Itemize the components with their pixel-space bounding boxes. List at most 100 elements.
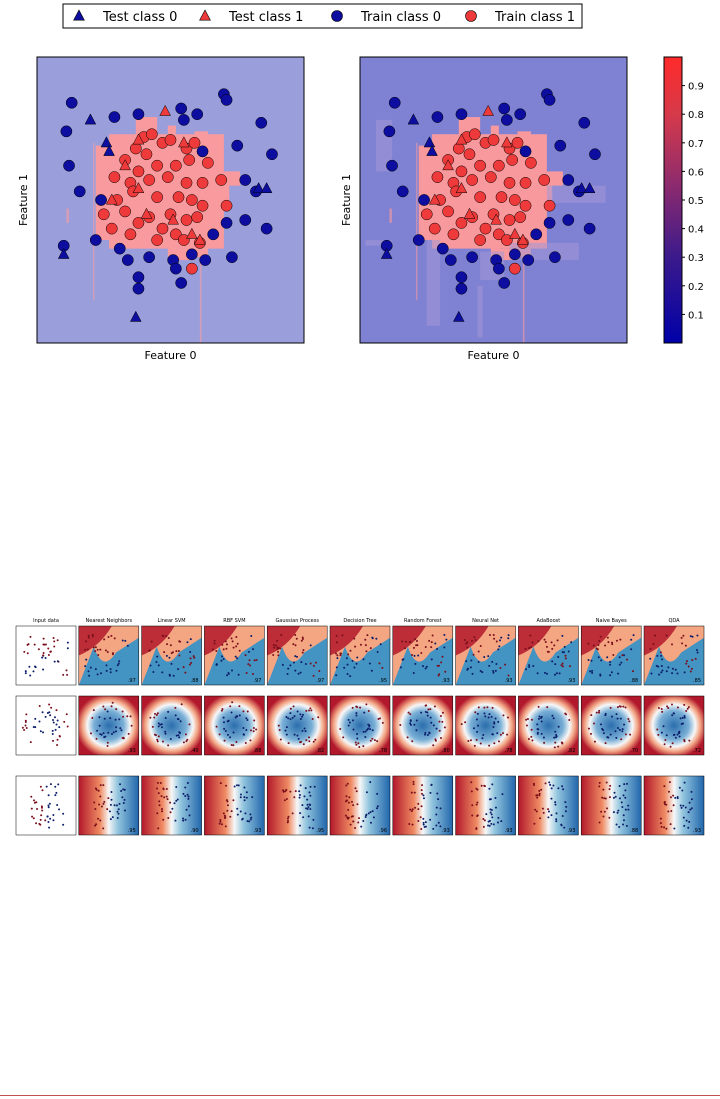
data-point	[157, 792, 160, 795]
data-point	[312, 664, 315, 667]
data-point	[379, 717, 382, 720]
panel-frame	[266, 775, 328, 836]
classifier-panel: .88	[204, 695, 265, 756]
data-point	[420, 805, 423, 808]
panel-points	[460, 706, 509, 747]
data-point	[422, 817, 425, 820]
data-point	[102, 827, 105, 830]
data-point	[554, 730, 557, 733]
panel-frame	[392, 695, 454, 756]
data-point	[424, 733, 427, 736]
data-point	[474, 638, 477, 641]
train-class-0-point	[466, 251, 478, 264]
data-point	[149, 664, 152, 667]
data-point	[489, 811, 492, 814]
data-point	[238, 649, 241, 652]
data-point	[364, 736, 367, 739]
data-point	[661, 669, 664, 672]
data-point	[429, 708, 432, 711]
data-point	[590, 714, 593, 717]
panel-background	[204, 776, 265, 835]
data-point	[162, 788, 165, 791]
data-point	[656, 654, 659, 657]
data-point	[663, 801, 666, 804]
panel-background	[518, 696, 579, 755]
data-point	[618, 663, 621, 666]
data-point	[121, 639, 124, 642]
data-point	[399, 666, 402, 669]
data-point	[167, 636, 170, 639]
data-point	[422, 821, 425, 824]
data-point	[223, 816, 226, 819]
data-point	[29, 674, 32, 677]
data-point	[345, 799, 348, 802]
data-point	[115, 669, 118, 672]
colorbar-tick-label: 0.8	[688, 110, 704, 121]
data-point	[690, 790, 693, 793]
data-point	[38, 704, 41, 707]
data-point	[65, 669, 68, 672]
data-point	[301, 713, 304, 716]
panel-frame	[78, 695, 140, 756]
data-point	[193, 656, 196, 659]
data-point	[479, 742, 482, 745]
data-point	[353, 666, 356, 669]
data-point	[306, 798, 309, 801]
data-point	[597, 656, 600, 659]
data-point	[180, 703, 183, 706]
panel-background	[518, 776, 579, 835]
data-point	[592, 644, 595, 647]
data-point	[547, 816, 550, 819]
data-point	[419, 816, 422, 819]
data-point	[31, 815, 34, 818]
data-point	[411, 808, 414, 811]
data-point	[249, 739, 252, 742]
data-point	[235, 784, 238, 787]
data-point	[107, 797, 110, 800]
data-point	[23, 650, 26, 653]
data-point	[65, 713, 68, 716]
data-point	[351, 659, 354, 662]
data-point	[555, 812, 558, 815]
data-point	[292, 705, 295, 708]
data-point	[538, 789, 541, 792]
data-point	[285, 797, 288, 800]
data-point	[550, 787, 553, 790]
legend-marker-triangle	[73, 9, 85, 21]
data-point	[604, 797, 607, 800]
data-point	[369, 781, 372, 784]
data-point	[84, 648, 87, 651]
data-point	[534, 808, 537, 811]
data-point	[441, 655, 444, 658]
data-point	[97, 789, 100, 792]
data-point	[685, 660, 688, 663]
data-point	[676, 672, 679, 675]
data-point	[432, 827, 435, 830]
data-point	[299, 713, 302, 716]
data-point	[285, 733, 288, 736]
data-point	[672, 804, 675, 807]
data-point	[688, 739, 691, 742]
data-point	[683, 703, 686, 706]
legend-label: Test class 1	[228, 10, 303, 25]
data-point	[301, 636, 304, 639]
data-point	[659, 817, 662, 820]
test-class-1-point	[442, 159, 454, 171]
data-point	[612, 796, 615, 799]
data-point	[47, 647, 50, 650]
data-point	[539, 817, 542, 820]
data-point	[173, 802, 176, 805]
panel-points	[463, 633, 510, 677]
data-point	[543, 741, 546, 744]
data-point	[488, 713, 491, 716]
data-point	[470, 659, 473, 662]
data-point	[424, 825, 427, 828]
data-point	[666, 705, 669, 708]
data-point	[525, 724, 528, 727]
data-point	[302, 816, 305, 819]
data-point	[164, 730, 167, 733]
data-point	[614, 795, 617, 798]
data-point	[43, 643, 46, 646]
data-point	[365, 703, 368, 706]
data-point	[177, 650, 180, 653]
